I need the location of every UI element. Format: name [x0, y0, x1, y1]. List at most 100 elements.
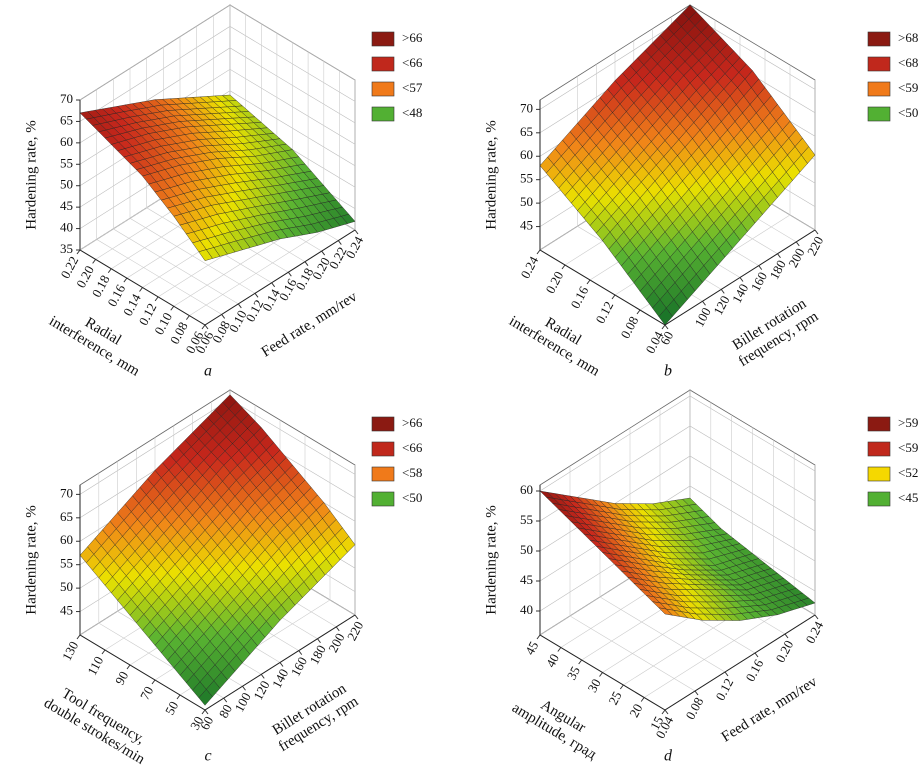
z-tick-label: 70 [520, 100, 533, 115]
legend-swatch [371, 106, 395, 122]
x-tick [795, 241, 800, 247]
legend-label: <57 [402, 80, 423, 95]
x-tick [287, 271, 292, 277]
x-tick [777, 253, 781, 259]
legend-label: <59 [898, 440, 918, 455]
y-axis-title: Radialinterference, mm [506, 299, 611, 380]
legend-label: <58 [402, 465, 422, 480]
legend-swatch [867, 491, 891, 507]
surface-cell [658, 307, 673, 326]
y-tick [611, 294, 616, 300]
legend-swatch [867, 81, 891, 97]
x-tick [237, 303, 242, 309]
y-tick [599, 672, 603, 677]
legend-label: <48 [402, 105, 422, 120]
legend-swatch [371, 491, 395, 507]
y-tick [536, 634, 541, 640]
z-tick-label: 45 [520, 572, 533, 587]
legend-label: <66 [402, 440, 423, 455]
y-tick [151, 679, 156, 685]
x-tick [271, 282, 276, 288]
x-tick [242, 685, 246, 691]
z-tick-label: 65 [520, 124, 533, 139]
z-axis-title: Hardening rate, % [23, 120, 39, 230]
legend-label: >68 [898, 30, 918, 45]
y-tick-label: 15 [647, 714, 666, 733]
x-tick [335, 626, 340, 632]
y-tick [636, 309, 641, 315]
surface-cell [198, 249, 213, 261]
x-tick [664, 709, 669, 715]
axis-line [204, 229, 356, 326]
y-tick-label: 90 [112, 669, 131, 688]
x-tick [694, 690, 699, 696]
legend-label: <59 [898, 80, 918, 95]
y-tick-label: 0.12 [592, 299, 616, 326]
x-tick [204, 709, 209, 715]
x-tick-label: 0.08 [682, 695, 706, 722]
legend-swatch [867, 31, 891, 47]
legend-label: <66 [402, 55, 423, 70]
x-tick-label: 220 [344, 619, 366, 643]
z-tick-label: 50 [60, 177, 73, 192]
z-tick-label: 40 [520, 602, 533, 617]
x-tick [221, 314, 226, 319]
axis-line [79, 249, 206, 326]
x-tick [260, 674, 265, 679]
legend-swatch [371, 466, 395, 482]
z-tick-label: 70 [60, 91, 73, 106]
axis-line [664, 229, 816, 326]
y-tick [76, 249, 81, 255]
x-tick-label: 0.16 [742, 656, 766, 684]
x-tick [223, 697, 228, 703]
axis-line [79, 634, 206, 711]
axis-line [204, 614, 356, 711]
panel-label: b [664, 363, 672, 380]
z-axis-title: Hardening rate, % [483, 120, 499, 230]
legend-swatch [867, 441, 891, 457]
axis-line [539, 634, 666, 711]
y-tick [154, 296, 159, 302]
x-tick [758, 265, 763, 270]
legend-swatch [371, 416, 395, 432]
panel: 4550556065706080100120140160180200220305… [23, 389, 423, 768]
z-tick-label: 40 [60, 220, 73, 235]
y-tick-label: 0.16 [567, 283, 591, 311]
y-tick [557, 647, 562, 652]
legend-label: >59 [898, 415, 918, 430]
legend-label: <50 [402, 490, 422, 505]
y-tick-label: 70 [137, 684, 156, 703]
y-tick [578, 659, 583, 665]
z-tick-label: 50 [520, 194, 533, 209]
legend-swatch [371, 441, 395, 457]
x-tick-label: 0.24 [342, 233, 366, 261]
y-tick-label: 50 [162, 699, 181, 718]
z-tick-label: 60 [520, 482, 533, 497]
legend-swatch [371, 31, 395, 47]
legend-swatch [371, 81, 395, 97]
y-tick [661, 324, 666, 330]
z-tick-label: 60 [60, 134, 73, 149]
y-tick [92, 259, 97, 264]
axis-line [664, 614, 816, 711]
x-tick [204, 324, 209, 330]
z-tick-label: 50 [520, 542, 533, 557]
y-tick [101, 649, 106, 655]
y-tick [123, 277, 128, 283]
y-tick-label: 0.20 [542, 269, 566, 296]
y-tick [619, 684, 624, 690]
x-tick-label: 0.12 [712, 676, 736, 703]
x-tick-label: 60 [197, 714, 216, 733]
y-tick-label: 25 [605, 689, 624, 708]
legend-swatch [867, 56, 891, 72]
y-tick [139, 287, 143, 292]
z-tick-label: 55 [60, 155, 73, 170]
legend-swatch [371, 56, 395, 72]
z-tick-label: 65 [60, 112, 73, 127]
y-tick [107, 268, 112, 274]
legend-swatch [867, 416, 891, 432]
z-axis-title: Hardening rate, % [483, 505, 499, 615]
x-tick [664, 324, 669, 330]
y-tick-label: 40 [543, 651, 562, 670]
x-tick-label: 0.20 [772, 638, 796, 665]
